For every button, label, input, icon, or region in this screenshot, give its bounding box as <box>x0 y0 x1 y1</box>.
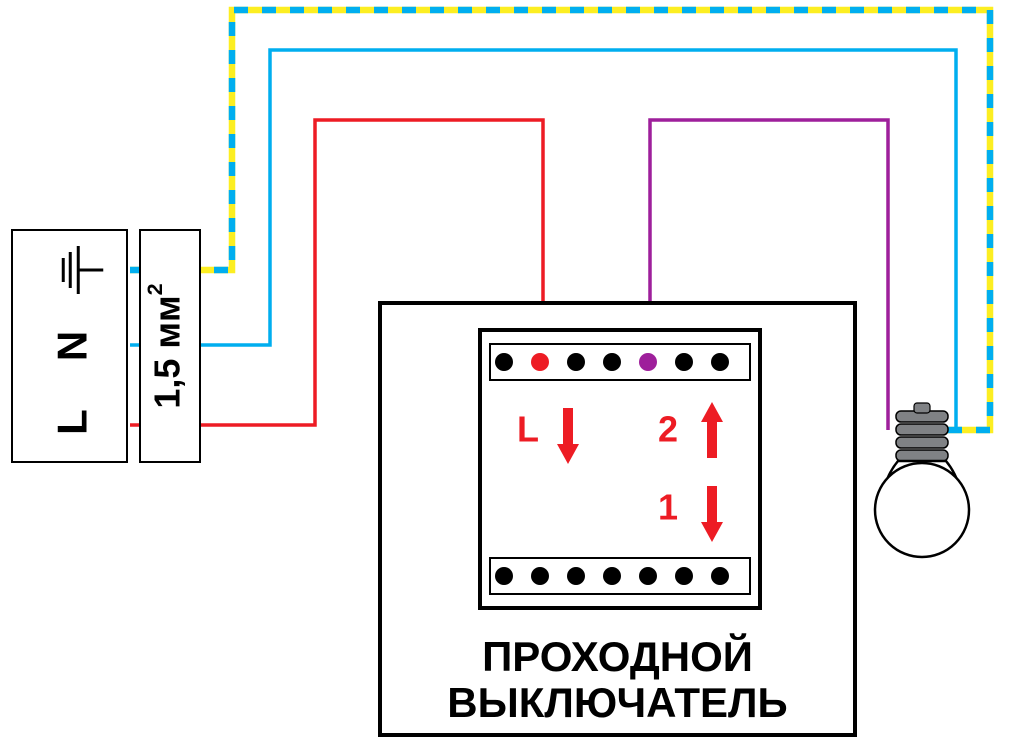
wiring-diagram: L N 1,5 мм2 L 2 1 ПРОХОДНОЙ ВЫКЛЮЧАТЕЛЬ <box>0 0 1010 750</box>
terminal-label-N: N <box>48 331 95 361</box>
switch-title-line1: ПРОХОДНОЙ <box>482 632 753 680</box>
switch-label-L: L <box>517 409 539 450</box>
switch-label-2: 2 <box>658 409 678 450</box>
switch-title-line2: ВЫКЛЮЧАТЕЛЬ <box>447 679 787 726</box>
switch-label-1: 1 <box>658 487 678 528</box>
terminal-label-L: L <box>48 409 95 435</box>
gauge-label: 1,5 мм2 <box>142 283 188 408</box>
